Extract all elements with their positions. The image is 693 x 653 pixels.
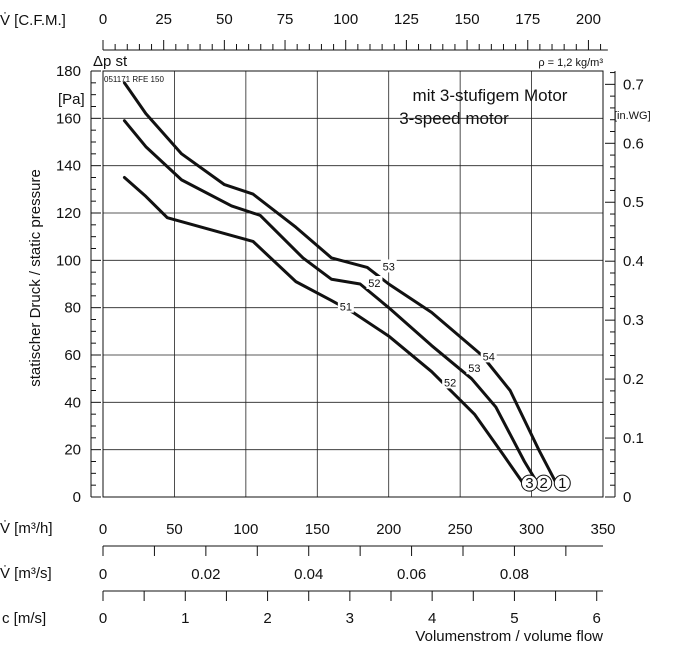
x-tick-label: 350 bbox=[590, 521, 615, 538]
y-tick-label: 140 bbox=[56, 158, 81, 175]
top-tick-label: 100 bbox=[333, 11, 358, 28]
curve-speed-3 bbox=[124, 178, 524, 486]
y-axis-unit: [Pa] bbox=[58, 91, 85, 108]
top-tick-label: 175 bbox=[515, 11, 540, 28]
x3-axis-unit: c [m/s] bbox=[2, 610, 46, 627]
x2-tick-label: 0.08 bbox=[500, 566, 529, 583]
top-tick-label: 50 bbox=[216, 11, 233, 28]
curve-data-label: 51 bbox=[340, 302, 352, 314]
x2-axis-unit: V̇ [m³/s] bbox=[0, 565, 52, 582]
x-tick-label: 250 bbox=[448, 521, 473, 538]
curve-marker-label: 2 bbox=[540, 475, 548, 492]
x-tick-label: 50 bbox=[166, 521, 183, 538]
x-tick-label: 150 bbox=[305, 521, 330, 538]
y2-tick-label: 0.1 bbox=[623, 430, 644, 447]
y2-tick-label: 0.3 bbox=[623, 312, 644, 329]
x3-tick-label: 0 bbox=[99, 610, 107, 627]
x2-tick-label: 0.02 bbox=[191, 566, 220, 583]
x2-tick-label: 0.06 bbox=[397, 566, 426, 583]
model-label: 051171 RFE 150 bbox=[104, 75, 164, 84]
y2-tick-label: 0.2 bbox=[623, 371, 644, 388]
density-label: ρ = 1,2 kg/m³ bbox=[538, 57, 603, 69]
top-tick-label: 150 bbox=[455, 11, 480, 28]
y-tick-label: 0 bbox=[73, 489, 81, 506]
y2-tick-label: 0.5 bbox=[623, 194, 644, 211]
annotation-line-1: mit 3-stufigem Motor bbox=[413, 86, 568, 105]
top-tick-label: 125 bbox=[394, 11, 419, 28]
y-axis-title: Δp st bbox=[93, 53, 128, 70]
curve-marker-label: 1 bbox=[558, 475, 566, 492]
curve-data-label: 52 bbox=[368, 278, 380, 290]
x2-tick-label: 0 bbox=[99, 566, 107, 583]
y-tick-label: 60 bbox=[64, 347, 81, 364]
x3-tick-label: 2 bbox=[263, 610, 271, 627]
curve-data-label: 53 bbox=[383, 261, 395, 273]
y-tick-label: 20 bbox=[64, 442, 81, 459]
x-axis-unit: V̇ [m³/h] bbox=[0, 520, 53, 537]
y-tick-label: 160 bbox=[56, 110, 81, 127]
top-tick-label: 200 bbox=[576, 11, 601, 28]
y-tick-label: 120 bbox=[56, 205, 81, 222]
y2-axis-unit: [in.WG] bbox=[614, 110, 651, 122]
y2-tick-label: 0.7 bbox=[623, 76, 644, 93]
curve-data-label: 54 bbox=[483, 351, 495, 363]
curve-speed-1 bbox=[124, 83, 557, 485]
x-tick-label: 200 bbox=[376, 521, 401, 538]
y2-tick-label: 0.4 bbox=[623, 253, 644, 270]
x3-tick-label: 3 bbox=[346, 610, 354, 627]
y2-tick-label: 0 bbox=[623, 489, 631, 506]
top-axis-label: V̇ [C.F.M.] bbox=[0, 12, 66, 29]
curve-marker-label: 3 bbox=[525, 475, 533, 492]
y-axis-label: statischer Druck / static pressure bbox=[27, 169, 44, 387]
x3-tick-label: 5 bbox=[510, 610, 518, 627]
curve-speed-2 bbox=[124, 121, 538, 485]
curve-data-label: 52 bbox=[444, 377, 456, 389]
x-tick-label: 0 bbox=[99, 521, 107, 538]
y-tick-label: 100 bbox=[56, 252, 81, 269]
x3-tick-label: 1 bbox=[181, 610, 189, 627]
x3-tick-label: 4 bbox=[428, 610, 436, 627]
x-tick-label: 100 bbox=[233, 521, 258, 538]
y2-tick-label: 0.6 bbox=[623, 135, 644, 152]
x3-tick-label: 6 bbox=[593, 610, 601, 627]
curve-data-label: 53 bbox=[468, 363, 480, 375]
y-tick-label: 180 bbox=[56, 63, 81, 80]
x2-tick-label: 0.04 bbox=[294, 566, 323, 583]
top-tick-label: 25 bbox=[155, 11, 172, 28]
x-axis-label: Volumenstrom / volume flow bbox=[415, 628, 603, 645]
x-tick-label: 300 bbox=[519, 521, 544, 538]
annotation-line-2: 3-speed motor bbox=[399, 109, 509, 128]
top-tick-label: 75 bbox=[277, 11, 294, 28]
y-tick-label: 40 bbox=[64, 394, 81, 411]
chart-text: ρ = 1,2 kg/m³ 051171 RFE 150 mit 3-stufi… bbox=[0, 12, 651, 645]
y-tick-label: 80 bbox=[64, 300, 81, 317]
top-tick-label: 0 bbox=[99, 11, 107, 28]
